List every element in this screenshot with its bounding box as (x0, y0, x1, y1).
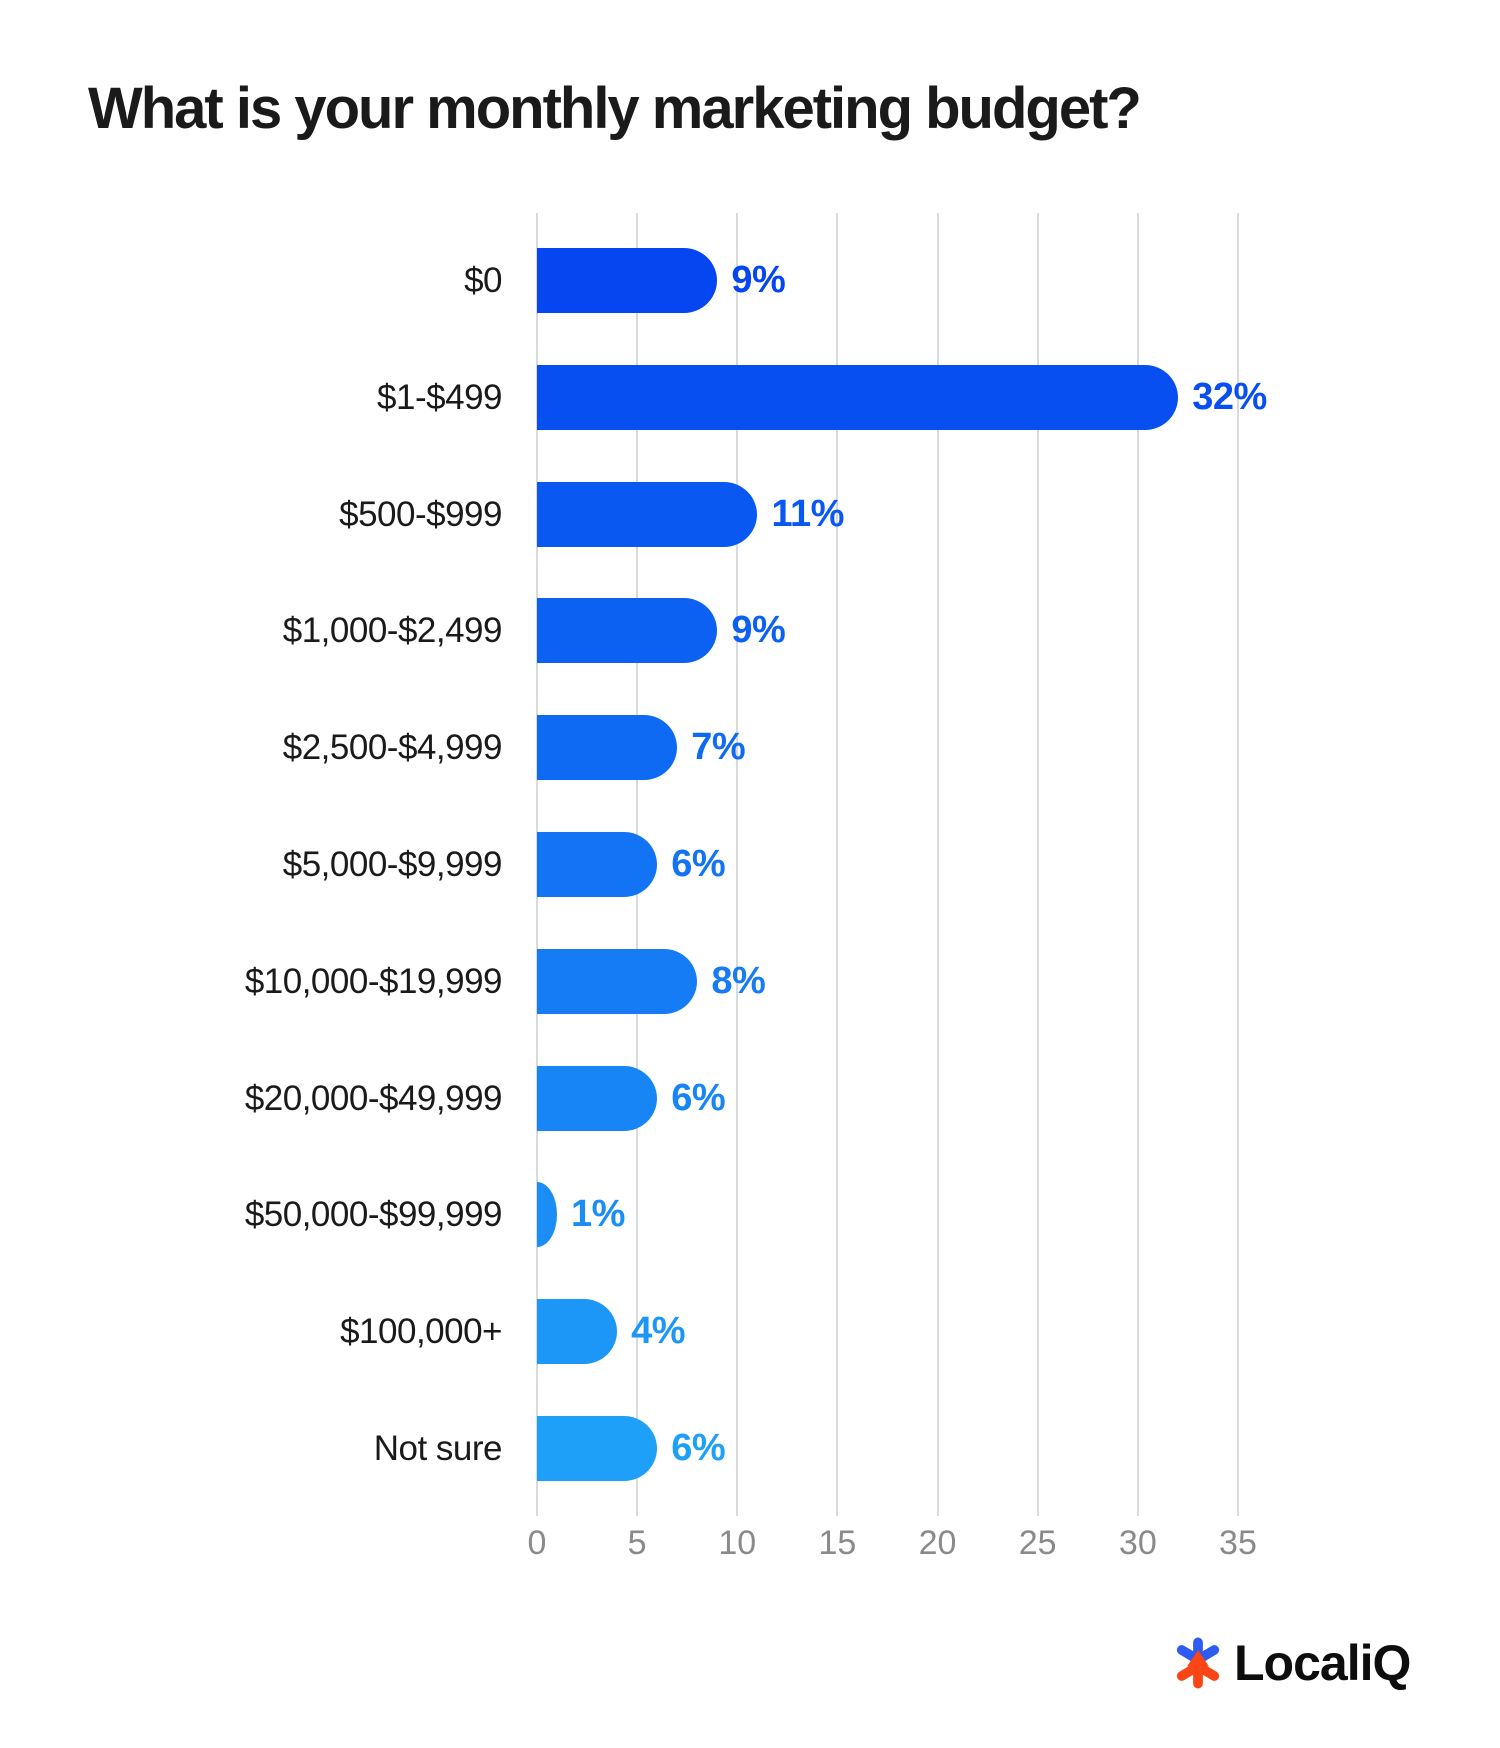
x-axis-tick-label: 0 (527, 1524, 547, 1562)
bar (537, 1065, 658, 1131)
category-label: $2,500-$4,999 (282, 728, 503, 768)
gridline (736, 213, 739, 1516)
bar (537, 715, 678, 781)
category-label: $20,000-$49,999 (244, 1078, 503, 1118)
x-axis-tick-label: 5 (627, 1524, 647, 1562)
bar (537, 481, 758, 547)
value-label: 11% (771, 492, 844, 535)
x-axis-tick-label: 15 (818, 1524, 857, 1562)
logo-text: LocaliQ (1234, 1635, 1411, 1691)
gridline (1236, 213, 1239, 1516)
x-axis-tick-label: 20 (918, 1524, 957, 1562)
gridline (1036, 213, 1039, 1516)
x-axis-tick-label: 30 (1118, 1524, 1157, 1562)
value-label: 1% (571, 1193, 625, 1236)
x-axis-tick-label: 35 (1219, 1524, 1257, 1562)
logo: LocaliQ (1172, 1634, 1411, 1692)
value-label: 4% (631, 1310, 686, 1353)
gridline (936, 213, 939, 1516)
value-label: 8% (711, 959, 766, 1002)
category-label: $100,000+ (340, 1312, 502, 1352)
category-label: $1,000-$2,499 (282, 611, 503, 651)
category-label: $5,000-$9,999 (282, 845, 503, 884)
category-label: $1-$499 (377, 377, 502, 417)
value-label: 7% (691, 726, 746, 769)
bar (537, 1416, 658, 1481)
category-label: $0 (464, 261, 502, 300)
category-label: $50,000-$99,999 (244, 1195, 503, 1235)
gridline (1136, 213, 1139, 1516)
bar (537, 1299, 618, 1365)
localiq-asterisk-icon (1176, 1637, 1220, 1689)
category-label: $10,000-$19,999 (244, 961, 503, 1001)
bar (537, 364, 1179, 430)
x-axis-tick-label: 10 (718, 1524, 757, 1562)
value-label: 6% (671, 1427, 726, 1469)
bar (537, 948, 698, 1014)
bar (537, 248, 718, 313)
bar (537, 832, 658, 897)
value-label: 6% (671, 843, 726, 885)
x-axis-tick-label: 25 (1018, 1524, 1057, 1562)
gridline (836, 213, 839, 1516)
value-label: 9% (731, 609, 786, 652)
value-label: 32% (1192, 375, 1267, 418)
category-label: Not sure (373, 1429, 503, 1468)
bar (537, 1182, 558, 1248)
category-label: $500-$999 (339, 494, 502, 534)
value-label: 9% (731, 259, 786, 301)
value-label: 6% (671, 1076, 726, 1119)
chart-title: What is your monthly marketing budget? (88, 76, 1142, 141)
bar (537, 598, 718, 664)
